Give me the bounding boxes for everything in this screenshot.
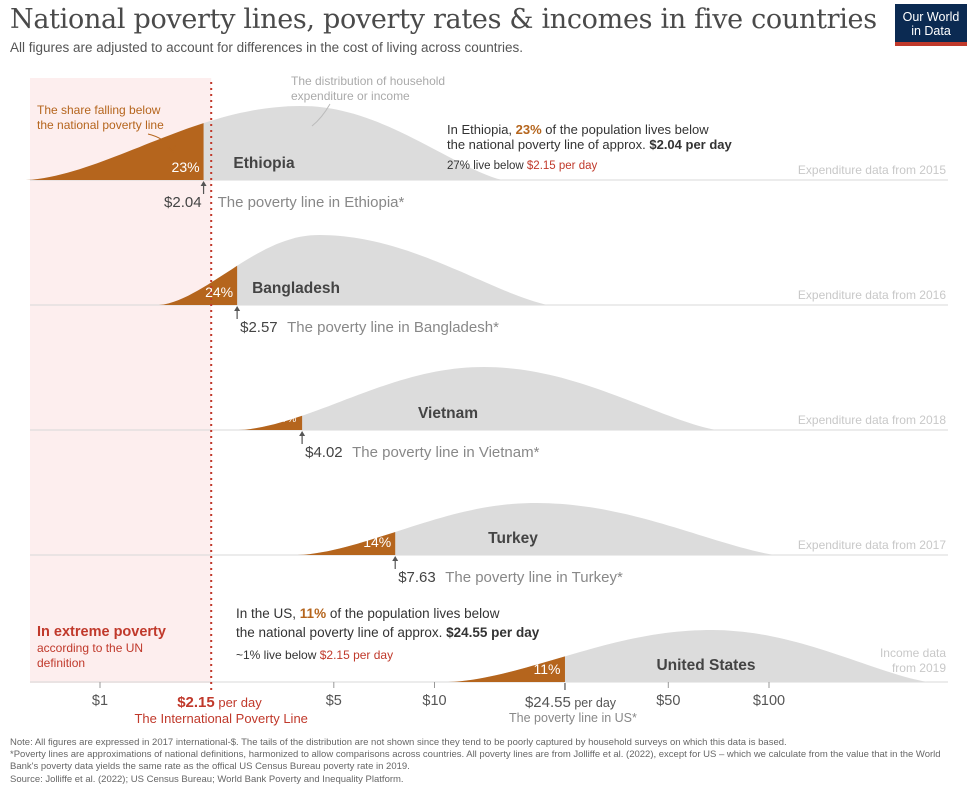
us-callout-line-3: ~1% live below $2.15 per day [236, 648, 393, 662]
us-callout-line-1-part-2: of the population lives below [326, 606, 500, 621]
chart-notes: Note: All figures are expressed in 2017 … [10, 737, 960, 786]
poverty-line-value: $2.04 [164, 194, 202, 211]
x-tick-label: $50 [656, 693, 680, 709]
country-name: Ethiopia [233, 155, 295, 172]
us-callout-line-2-part-1: $24.55 per day [446, 625, 540, 640]
ethiopia-callout-line-1-part-0: In Ethiopia, [447, 122, 516, 137]
ethiopia-callout-line-2: the national poverty line of approx. $2.… [447, 137, 733, 152]
us-line-value-label: $24.55 per day [525, 694, 617, 711]
note-line-2: *Poverty lines are approximations of nat… [10, 749, 941, 773]
x-tick-label: $1 [92, 693, 108, 709]
distribution-note-line-1: The distribution of household [291, 74, 445, 88]
us-callout-line-1-part-1: 11% [300, 606, 326, 621]
country-row-vietnam: 7% Vietnam Expenditure data from 2018 $4.02… [30, 367, 948, 461]
source-note-line-1: Income data [880, 646, 946, 660]
us-callout-line-3-part-1: $2.15 per day [320, 648, 393, 662]
country-row-ethiopia: 23% Ethiopia Expenditure data from 2015 $2.… [25, 106, 948, 211]
share-note-arrowhead [167, 144, 176, 153]
us-line-value: $24.55 [525, 694, 571, 711]
below-poverty-line-area [297, 532, 396, 555]
owid-logo[interactable]: Our World in Data [895, 4, 967, 46]
us-line-caption: The poverty line in US* [509, 711, 637, 725]
poverty-line-arrow [299, 431, 306, 436]
x-tick-label: $100 [753, 693, 785, 709]
source-note: Expenditure data from 2017 [798, 538, 946, 552]
below-poverty-line-area [25, 123, 204, 180]
poverty-line-label: The poverty line in Vietnam* [352, 444, 539, 461]
share-below-label: 14% [363, 534, 391, 550]
us-callout-line-1-part-0: In the US, [236, 606, 300, 621]
us-line-unit: per day [571, 696, 617, 710]
country-row-bangladesh: 24% Bangladesh Expenditure data from 2016 $… [30, 235, 948, 336]
ipl-caption: The International Poverty Line [134, 711, 307, 726]
source-note: Expenditure data from 2016 [798, 288, 946, 302]
ethiopia-callout-line-2-part-0: the national poverty line of approx. [447, 137, 649, 152]
poverty-line-value: $4.02 [305, 444, 343, 461]
distribution-area [158, 235, 550, 305]
distribution-note-line-2: expenditure or income [291, 89, 410, 103]
country-name: Bangladesh [252, 280, 340, 297]
ipl-value: $2.15 [177, 694, 215, 711]
share-note-line-2: the national poverty line [37, 118, 164, 132]
share-below-label: 11% [533, 661, 560, 677]
extreme-poverty-sub-1: according to the UN [37, 641, 143, 655]
x-tick-label: $5 [326, 693, 342, 709]
ipl-unit: per day [215, 695, 262, 710]
ethiopia-callout-line-3-part-1: $2.15 per day [527, 160, 598, 172]
below-poverty-line-area [448, 656, 565, 682]
country-name: Vietnam [418, 405, 478, 422]
ethiopia-callout-line-1: In Ethiopia, 23% of the population lives… [447, 122, 709, 137]
x-tick-label: $10 [422, 693, 446, 709]
note-line-1: Note: All figures are expressed in 2017 … [10, 737, 787, 748]
share-below-label: 7% [282, 414, 297, 425]
ethiopia-callout-line-1-part-1: 23% [516, 122, 542, 137]
us-callout-line-2-part-0: the national poverty line of approx. [236, 625, 446, 640]
logo-line-2: in Data [911, 24, 951, 38]
poverty-line-value: $7.63 [398, 569, 436, 586]
below-poverty-line-area [158, 265, 238, 305]
ipl-value-label: $2.15 per day [177, 694, 262, 711]
us-callout-line-1: In the US, 11% of the population lives b… [236, 606, 500, 621]
ethiopia-callout-line-3-part-0: 27% live below [447, 160, 527, 172]
country-name: United States [656, 657, 755, 674]
ethiopia-callout-line-3: 27% live below $2.15 per day [447, 160, 597, 172]
source-note-line-2: from 2019 [892, 661, 946, 675]
us-callout-line-3-part-0: ~1% live below [236, 648, 320, 662]
ethiopia-callout-line-1-part-2: of the population lives below [542, 122, 710, 137]
distribution-area [238, 367, 718, 430]
share-note-line-1: The share falling below [37, 103, 161, 117]
extreme-poverty-sub-2: definition [37, 656, 85, 670]
poverty-line-label: The poverty line in Ethiopia* [218, 194, 405, 211]
chart-subtitle: All figures are adjusted to account for … [10, 40, 524, 55]
extreme-poverty-heading: In extreme poverty [37, 624, 166, 640]
poverty-line-value: $2.57 [240, 319, 278, 336]
ethiopia-callout-line-2-part-1: $2.04 per day [649, 137, 732, 152]
source-note: Expenditure data from 2015 [798, 163, 946, 177]
distribution-area [448, 630, 929, 682]
logo-line-1: Our World [902, 10, 960, 24]
chart-title: National poverty lines, poverty rates & … [10, 4, 877, 35]
poverty-line-arrow [234, 306, 241, 311]
share-below-label: 24% [205, 284, 233, 300]
below-poverty-line-area [238, 415, 303, 430]
distribution-area [297, 503, 777, 555]
us-callout-line-2: the national poverty line of approx. $24… [236, 625, 540, 640]
poverty-line-label: The poverty line in Bangladesh* [287, 319, 499, 336]
distribution-note-pointer [311, 103, 331, 127]
country-row-turkey: 14% Turkey Expenditure data from 2017 $7.63… [30, 503, 948, 586]
poverty-line-arrow [200, 181, 207, 186]
poverty-line-label: The poverty line in Turkey* [445, 569, 623, 586]
country-name: Turkey [488, 530, 538, 547]
source-line: Source: Jolliffe et al. (2022); US Censu… [10, 773, 404, 785]
poverty-line-arrow [392, 556, 399, 561]
poverty-chart: 23% Ethiopia Expenditure data from 2015 $2.… [25, 74, 948, 726]
share-note-pointer [147, 133, 173, 151]
source-note: Expenditure data from 2018 [798, 413, 946, 427]
share-below-label: 23% [172, 159, 200, 175]
